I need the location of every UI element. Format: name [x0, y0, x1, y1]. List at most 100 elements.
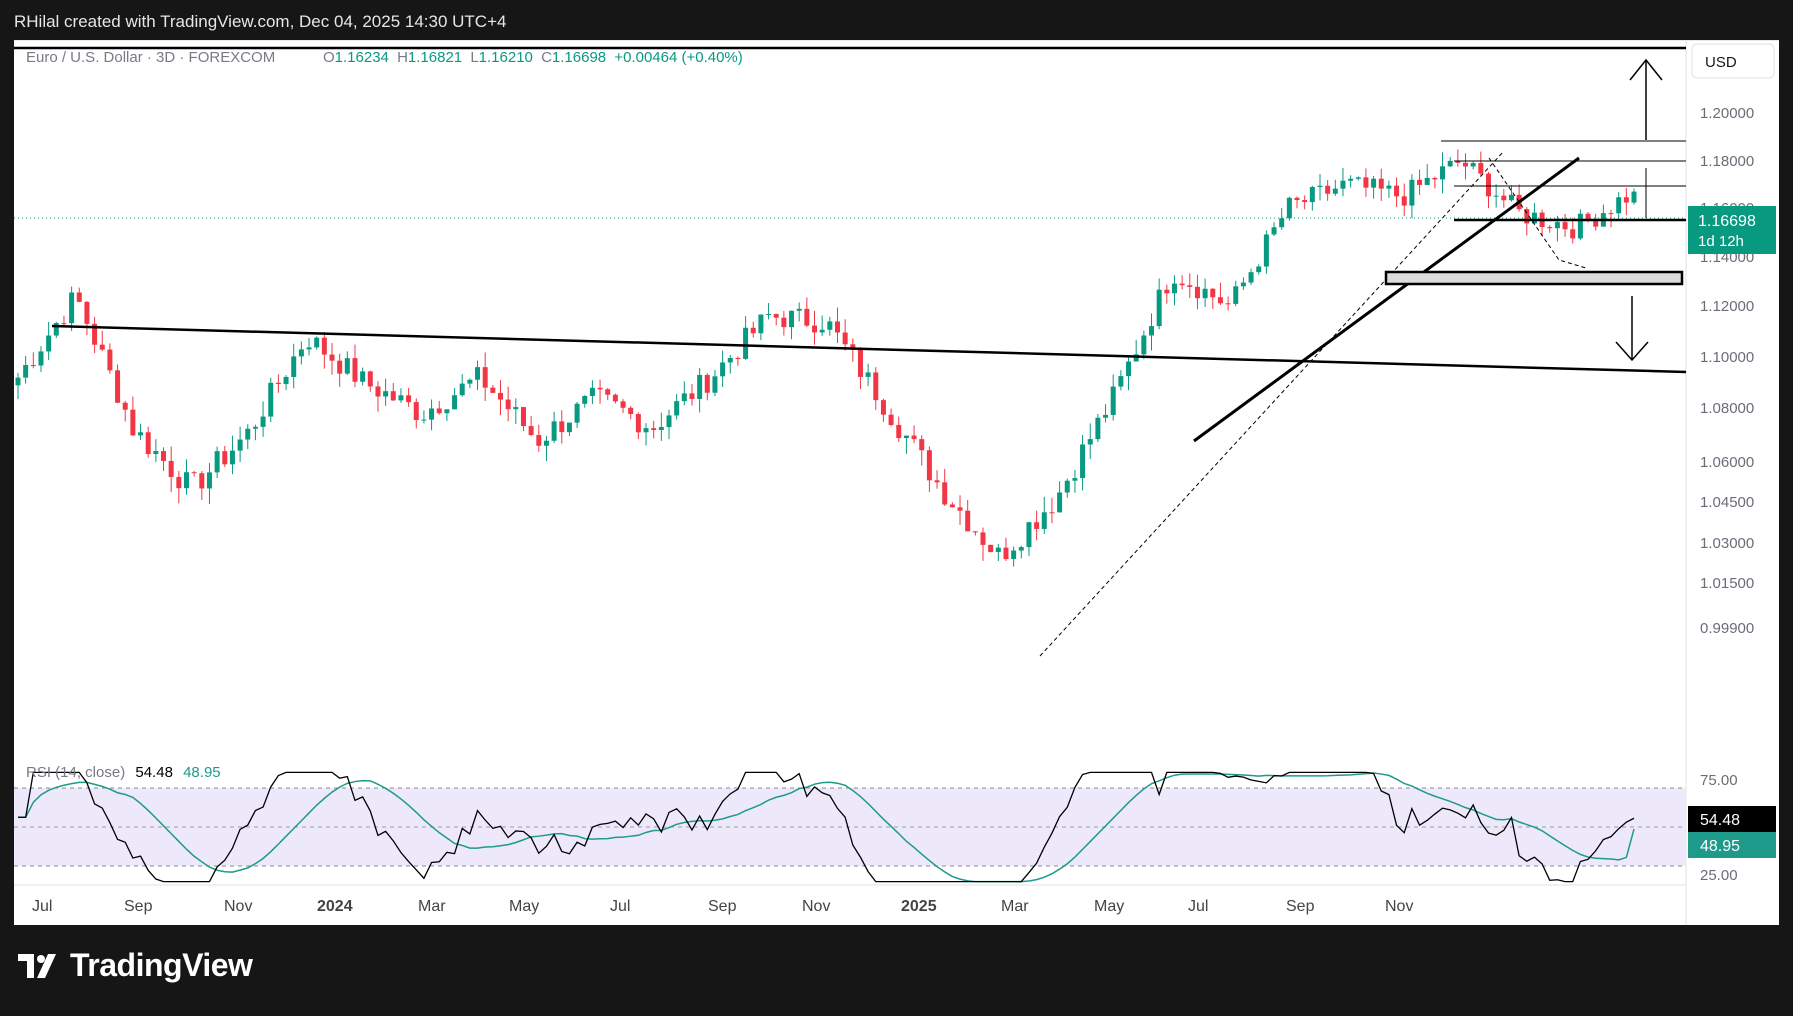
candle-body: [344, 358, 350, 374]
candle-body: [773, 313, 779, 318]
candle-body: [467, 379, 473, 384]
candle-body: [482, 367, 488, 388]
candle-body: [689, 393, 695, 399]
candle-body: [122, 402, 128, 410]
time-tick-label: 2025: [901, 898, 937, 915]
candle-body: [15, 377, 21, 386]
candle-body: [1325, 185, 1331, 194]
time-tick-label: May: [1094, 898, 1124, 915]
price-chart[interactable]: Euro / U.S. Dollar · 3D · FOREXCOM O1.16…: [14, 39, 1779, 925]
candle-body: [574, 403, 580, 423]
candle-body: [873, 372, 879, 401]
time-tick-label: Nov: [1385, 898, 1413, 915]
candle-body: [1394, 185, 1400, 197]
candle-body: [612, 394, 618, 402]
candle-body: [1317, 185, 1323, 188]
candle-body: [520, 407, 526, 427]
candle-body: [84, 301, 90, 324]
candle-body: [1179, 283, 1185, 286]
candle-body: [1034, 522, 1040, 529]
candle-body: [1133, 354, 1139, 362]
candle-body: [880, 400, 886, 415]
candle-body: [183, 472, 189, 489]
down-arrow-icon: [1615, 341, 1649, 362]
time-axis[interactable]: Jul Sep Nov 2024 Mar May Jul Sep Nov 2025 Mar May Ju…: [32, 898, 1413, 915]
candle-body: [1478, 163, 1484, 174]
candle-body: [934, 480, 940, 483]
candle-body: [750, 327, 756, 334]
candle-body: [375, 386, 381, 397]
candle-body: [1087, 439, 1093, 445]
candle-body: [168, 460, 174, 478]
candle-body: [352, 358, 358, 382]
price-tick-label: 0.99900: [1700, 620, 1754, 637]
time-tick-label: Mar: [1001, 898, 1029, 915]
tradingview-logo-text: TradingView: [70, 947, 253, 983]
drawings-group: [14, 46, 1687, 657]
tradingview-logo[interactable]: TradingView: [18, 947, 253, 984]
candle-body: [674, 401, 680, 416]
candle-body: [1554, 222, 1560, 229]
candle-body: [620, 401, 626, 408]
candle-body: [903, 435, 909, 439]
candle-body: [1409, 179, 1415, 206]
candle-body: [413, 402, 419, 421]
time-tick-label: Jul: [610, 898, 630, 915]
candle-body: [1371, 178, 1377, 188]
candle-body: [459, 383, 465, 396]
candle-body: [1118, 376, 1124, 387]
rsi-ma-badge: [1688, 832, 1776, 858]
candle-body: [1057, 492, 1063, 513]
candle-body: [92, 323, 98, 345]
candle-body: [360, 371, 366, 382]
price-tick-label: 1.20000: [1700, 105, 1754, 122]
candle-body: [651, 428, 657, 431]
candle-body: [1440, 166, 1446, 180]
candle-body: [53, 323, 59, 336]
dashed-swing-path: [1488, 157, 1587, 269]
candle-body: [490, 387, 496, 393]
candle-body: [1524, 209, 1530, 224]
rsi-line: [18, 771, 1635, 883]
candle-body: [1470, 163, 1476, 167]
candle-body: [306, 347, 312, 350]
candle-body: [1355, 177, 1361, 179]
candle-body: [566, 422, 572, 433]
neckline: [51, 324, 1687, 374]
candle-body: [275, 382, 281, 385]
candle-body: [1623, 197, 1629, 203]
candle-body: [390, 391, 396, 401]
candle-body: [1593, 219, 1599, 227]
candle-body: [1103, 414, 1109, 418]
candle-body: [406, 395, 412, 403]
candle-body: [206, 472, 212, 489]
candle-body: [1570, 229, 1576, 239]
candle-body: [1531, 212, 1537, 224]
candle-body: [834, 321, 840, 333]
price-tick-label: 1.06000: [1700, 454, 1754, 471]
candle-body: [222, 451, 228, 465]
chart-panel[interactable]: Euro / U.S. Dollar · 3D · FOREXCOM O1.16…: [14, 39, 1779, 925]
candle-body: [69, 292, 75, 324]
candle-body: [942, 482, 948, 505]
price-axis[interactable]: USD 1.200001.180001.160001.140001.120001…: [1691, 43, 1775, 637]
candle-body: [138, 432, 144, 436]
candle-body: [367, 371, 373, 387]
candle-body: [99, 344, 105, 350]
candle-body: [911, 435, 917, 440]
candle-body: [1171, 283, 1177, 294]
time-tick-label: Sep: [124, 898, 153, 915]
currency-label: USD: [1705, 54, 1737, 71]
price-tick-label: 1.12000: [1700, 298, 1754, 315]
currency-button[interactable]: [1691, 43, 1775, 79]
time-tick-label: Nov: [802, 898, 830, 915]
candle-body: [1095, 417, 1101, 440]
candle-body: [1003, 547, 1009, 560]
candle-body: [1156, 289, 1162, 327]
candle-body: [781, 317, 787, 328]
countdown-text: 1d 12h: [1698, 233, 1744, 250]
candle-body: [1240, 282, 1246, 287]
price-tick-label: 1.01500: [1700, 575, 1754, 592]
rsi-value-badge-text: 54.48: [1700, 812, 1740, 829]
candle-body: [1455, 160, 1461, 163]
